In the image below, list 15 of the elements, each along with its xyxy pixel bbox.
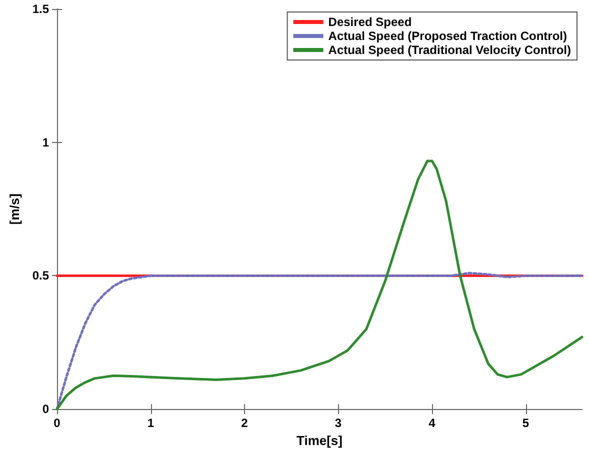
legend-label: Actual Speed (Traditional Velocity Control) — [328, 43, 572, 57]
x-tick-label: 5 — [522, 416, 530, 430]
legend-label: Desired Speed — [328, 15, 412, 29]
x-tick-label: 0 — [54, 416, 61, 430]
y-tick-label: 1 — [42, 135, 50, 150]
y-tick-label: 0.5 — [32, 268, 50, 283]
legend-label: Actual Speed (Proposed Traction Control) — [328, 29, 567, 43]
x-tick-label: 2 — [241, 416, 248, 430]
x-tick-label: 1 — [147, 416, 154, 430]
x-axis-title: Time[s] — [296, 433, 342, 448]
x-tick-label: 4 — [428, 416, 436, 430]
y-tick-label: 0 — [42, 402, 50, 416]
y-tick-label: 1.5 — [32, 2, 50, 16]
y-axis-title: [m/s] — [7, 194, 22, 225]
x-tick-label: 3 — [334, 416, 342, 430]
